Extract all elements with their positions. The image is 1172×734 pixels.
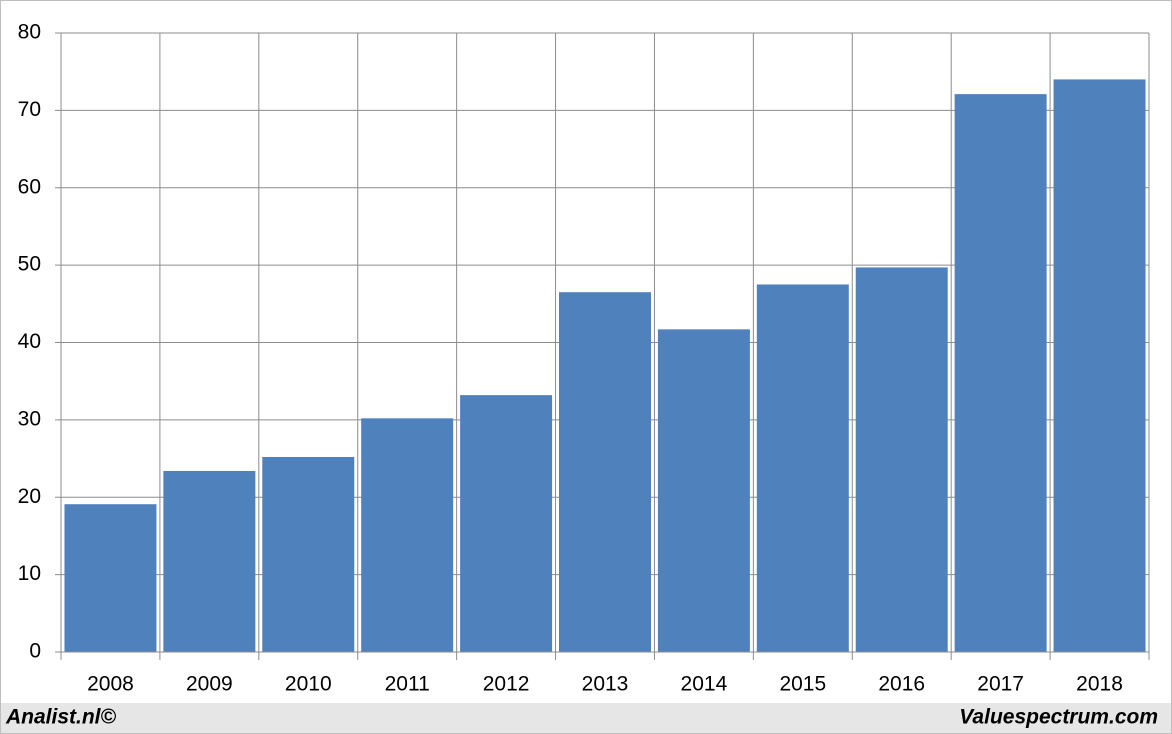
- bar: [855, 267, 948, 652]
- x-tick-label: 2016: [878, 673, 925, 696]
- y-tick-label: 60: [18, 175, 41, 198]
- x-tick-label: 2012: [483, 673, 530, 696]
- x-tick-label: 2008: [87, 673, 134, 696]
- x-tick-label: 2014: [681, 673, 728, 696]
- footer-left: Analist.nl©: [5, 706, 117, 729]
- footer-right: Valuespectrum.com: [959, 706, 1158, 729]
- x-tick-label: 2009: [186, 673, 233, 696]
- y-tick-label: 80: [18, 21, 41, 44]
- x-tick-label: 2013: [582, 673, 629, 696]
- x-tick-label: 2018: [1076, 673, 1123, 696]
- y-tick-label: 20: [18, 485, 41, 508]
- bar: [361, 418, 454, 652]
- y-tick-label: 70: [18, 98, 41, 121]
- x-tick-label: 2017: [977, 673, 1024, 696]
- bar: [64, 504, 157, 652]
- bar: [559, 292, 651, 652]
- bar: [262, 457, 355, 652]
- y-tick-label: 40: [18, 330, 41, 353]
- x-tick-label: 2011: [385, 673, 430, 696]
- bar: [1053, 79, 1146, 653]
- x-tick-label: 2010: [285, 673, 332, 696]
- bar: [460, 395, 553, 652]
- y-tick-label: 0: [29, 640, 41, 663]
- bar: [756, 284, 849, 652]
- x-tick-label: 2015: [779, 673, 826, 696]
- y-tick-label: 50: [18, 253, 41, 276]
- footer-strip: [1, 703, 1171, 733]
- bar: [657, 329, 750, 652]
- y-tick-label: 30: [18, 407, 41, 430]
- bar: [163, 470, 256, 652]
- bar: [954, 94, 1047, 653]
- y-tick-label: 10: [18, 562, 41, 585]
